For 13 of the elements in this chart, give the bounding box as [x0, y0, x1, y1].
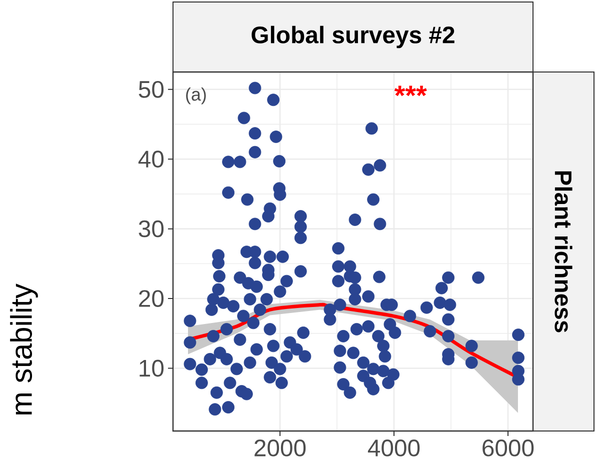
annotation: ***: [394, 86, 427, 96]
y2-axis-title: Plant richness: [554, 171, 572, 332]
y-tick-label: 30: [138, 220, 164, 238]
y-tick-label: 20: [139, 290, 164, 307]
x-tick-label: 4000: [368, 440, 420, 456]
y-tick-label: 40: [138, 150, 164, 168]
y-axis-title: m stability: [10, 284, 38, 414]
x-tick-label: 2000: [254, 440, 306, 456]
annotation: (a): [186, 88, 206, 104]
y-tick-label: 50: [138, 80, 164, 98]
x-tick-label: 6000: [482, 440, 534, 456]
chart-title: Global surveys #2: [252, 26, 454, 48]
y-tick-label: 10: [140, 360, 164, 377]
